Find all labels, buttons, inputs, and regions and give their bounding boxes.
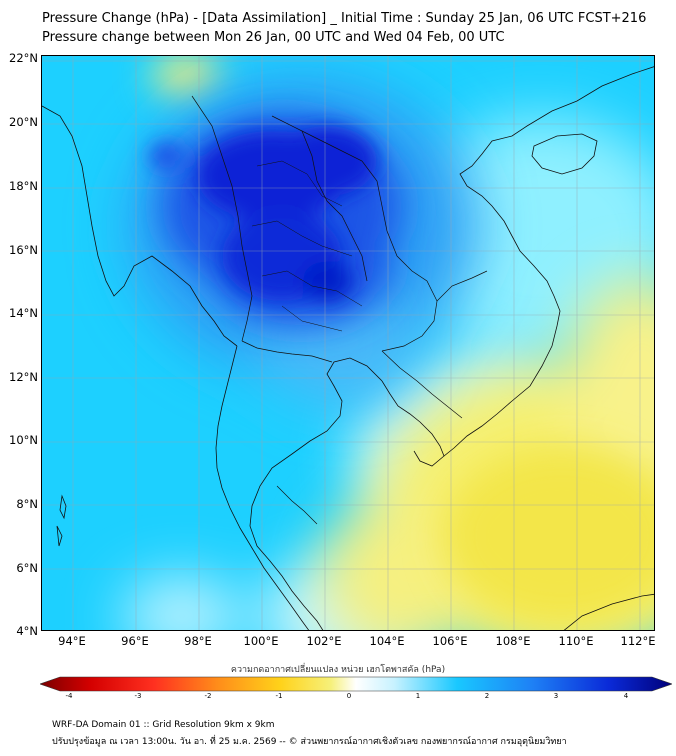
lon-label-112: 112°E: [620, 634, 656, 648]
pressure-change-map: [42, 56, 654, 630]
colorbar-tick: -1: [275, 692, 283, 700]
colorbar-tick: -2: [204, 692, 212, 700]
lon-label-110: 110°E: [558, 634, 594, 648]
colorbar-gradient: [40, 676, 672, 692]
footer-model-info: WRF-DA Domain 01 :: Grid Resolution 9km …: [52, 720, 275, 730]
chart-title: Pressure Change (hPa) - [Data Assimilati…: [42, 11, 647, 26]
lon-label-104: 104°E: [369, 634, 405, 648]
colorbar-tick: 1: [415, 692, 421, 700]
lat-label-14: 14°N: [9, 306, 38, 320]
lat-label-12: 12°N: [9, 370, 38, 384]
colorbar-tick: 0: [346, 692, 352, 700]
coastlines: [42, 66, 654, 630]
colorbar-tick: -3: [134, 692, 142, 700]
colorbar-tick: -4: [65, 692, 73, 700]
colorbar: [40, 676, 672, 692]
borneo-coast: [563, 593, 654, 630]
lat-label-4: 4°N: [16, 624, 38, 638]
lon-label-106: 106°E: [432, 634, 468, 648]
lon-label-96: 96°E: [121, 634, 149, 648]
lat-label-8: 8°N: [16, 497, 38, 511]
lat-label-6: 6°N: [16, 561, 38, 575]
chart-subtitle: Pressure change between Mon 26 Jan, 00 U…: [42, 30, 505, 45]
country-borders: [191, 95, 488, 525]
colorbar-tick: 2: [484, 692, 490, 700]
lat-label-20: 20°N: [9, 115, 38, 129]
lon-label-108: 108°E: [495, 634, 531, 648]
lat-label-16: 16°N: [9, 243, 38, 257]
map-panel: [41, 55, 655, 631]
lat-label-18: 18°N: [9, 179, 38, 193]
colorbar-title: ความกดอากาศเปลี่ยนแปลง หน่วย เฮกโตพาสคัล…: [230, 665, 446, 675]
lon-label-100: 100°E: [243, 634, 279, 648]
lat-label-22: 22°N: [9, 51, 38, 65]
footer-credit: ปรับปรุงข้อมูล ณ เวลา 13:00น. วัน อา. ที…: [52, 737, 567, 747]
colorbar-tick: 4: [623, 692, 629, 700]
lon-label-98: 98°E: [184, 634, 212, 648]
lon-label-102: 102°E: [306, 634, 342, 648]
lat-label-10: 10°N: [9, 433, 38, 447]
lon-label-94: 94°E: [58, 634, 86, 648]
colorbar-tick: 3: [553, 692, 559, 700]
graticule: [42, 56, 654, 630]
